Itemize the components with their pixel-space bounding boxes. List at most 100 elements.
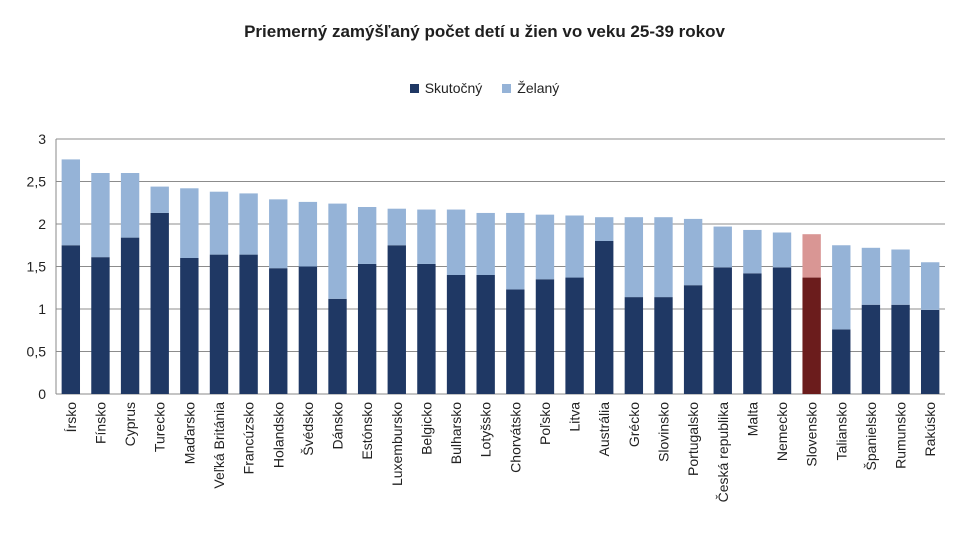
x-tick-label: Dánsko [330, 402, 346, 450]
bar-actual [357, 263, 377, 394]
x-tick-label: Slovensko [804, 402, 820, 467]
bar-actual [120, 237, 140, 394]
bar-desired [417, 209, 436, 264]
x-tick-label: Luxembursko [389, 402, 405, 486]
x-tick-label: Francúzsko [241, 402, 257, 475]
x-tick-label: Litva [567, 402, 583, 432]
y-tick-label: 3 [38, 131, 46, 147]
x-tick-label: Portugalsko [685, 402, 701, 476]
y-tick-label: 1 [38, 301, 46, 317]
bar-desired [209, 191, 229, 255]
bar-desired [61, 159, 81, 246]
x-tick-label: Česká republika [715, 402, 731, 503]
x-tick-label: Belgicko [418, 402, 434, 455]
x-tick-label: Estónsko [359, 402, 375, 460]
bar-actual [832, 329, 851, 394]
bar-desired [713, 226, 732, 268]
y-tick-label: 2 [38, 216, 46, 232]
bar-desired [802, 234, 821, 278]
bar-actual [446, 275, 466, 394]
bar-desired [298, 201, 318, 267]
x-tick-label: Chorvátsko [507, 402, 523, 473]
bar-actual [417, 263, 436, 394]
bar-desired [476, 212, 495, 275]
bar-actual [743, 273, 762, 394]
bar-actual [772, 267, 792, 394]
bar-actual [91, 257, 110, 394]
x-tick-label: Veľká Británia [211, 402, 227, 489]
x-tick-label: Írsko [63, 402, 79, 433]
bar-desired [91, 173, 110, 258]
bar-desired [387, 208, 406, 246]
x-tick-label: Švédsko [300, 402, 316, 456]
bar-desired [269, 199, 288, 269]
bar-desired [565, 215, 584, 278]
bar-actual [269, 268, 288, 394]
bar-desired [861, 247, 881, 305]
x-tick-label: Poľsko [537, 402, 553, 445]
bar-actual [239, 254, 258, 394]
x-tick-label: Rakúsko [922, 402, 938, 457]
x-tick-label: Bulharsko [448, 402, 464, 464]
bar-actual [891, 304, 910, 394]
legend: Skutočný Želaný [0, 80, 969, 96]
chart-title: Priemerný zamýšľaný počet detí u žien vo… [244, 22, 725, 41]
bar-actual [654, 297, 673, 394]
x-tick-label: Cyprus [122, 402, 138, 446]
x-tick-label: Taliansko [833, 402, 849, 461]
bar-actual [209, 254, 229, 394]
bar-actual [387, 245, 406, 394]
x-tick-label: Španielsko [863, 402, 879, 471]
y-tick-label: 0,5 [27, 344, 47, 360]
bar-actual [802, 277, 821, 394]
x-tick-label: Lotyšsko [478, 402, 494, 457]
bar-actual [180, 258, 199, 394]
bar-desired [891, 249, 910, 305]
y-tick-label: 1,5 [27, 259, 47, 275]
bar-actual [535, 279, 555, 394]
bar-actual [595, 241, 614, 394]
x-tick-label: Grécko [626, 402, 642, 447]
bar-desired [624, 217, 644, 298]
bar-actual [506, 289, 525, 394]
legend-swatch-actual [409, 83, 419, 93]
legend-item-desired: Želaný [502, 80, 559, 96]
bar-desired [239, 193, 258, 255]
bar-actual [713, 267, 732, 394]
bar-desired [654, 217, 673, 298]
bar-actual [476, 275, 495, 394]
bar-actual [861, 304, 881, 394]
bar-desired [920, 262, 940, 310]
bar-actual [61, 245, 81, 394]
legend-item-actual: Skutočný [409, 80, 482, 96]
bar-actual [150, 212, 169, 394]
bar-actual [328, 298, 347, 394]
legend-swatch-desired [502, 83, 512, 93]
bar-desired [357, 207, 377, 264]
bar-desired [328, 203, 347, 299]
bar-actual [624, 297, 644, 394]
bar-actual [920, 309, 940, 394]
bar-desired [446, 209, 466, 275]
bar-desired [506, 212, 525, 290]
y-tick-label: 2,5 [27, 174, 47, 190]
x-tick-label: Malta [744, 402, 760, 436]
legend-label-desired: Želaný [517, 80, 560, 96]
x-tick-label: Holandsko [270, 402, 286, 468]
bar-desired [832, 245, 851, 330]
bar-actual [298, 266, 318, 394]
bar-desired [150, 186, 169, 213]
x-tick-label: Nemecko [774, 402, 790, 461]
x-tick-label: Fínsko [92, 402, 108, 444]
bar-desired [595, 217, 614, 241]
bar-desired [535, 214, 555, 280]
x-tick-label: Rumunsko [893, 402, 909, 469]
bar-desired [683, 218, 703, 286]
bar-desired [180, 188, 199, 258]
bar-desired [120, 173, 140, 238]
bar-actual [683, 285, 703, 394]
x-tick-label: Slovinsko [655, 402, 671, 462]
bar-actual [565, 277, 584, 394]
y-tick-label: 0 [38, 386, 46, 402]
